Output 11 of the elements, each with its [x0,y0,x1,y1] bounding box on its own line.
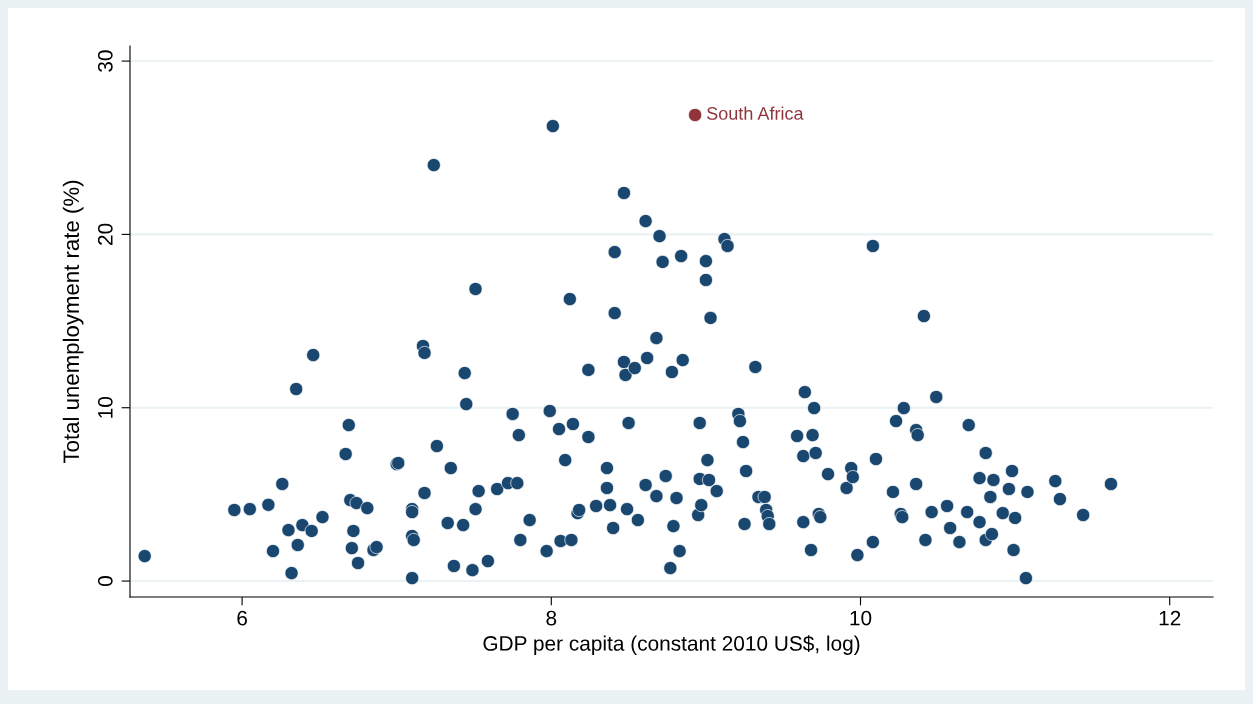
y-tick-label: 0 [97,576,113,587]
y-tick-label: 10 [97,396,113,418]
x-tick-label: 8 [546,610,557,626]
series-label: South Africa [707,106,804,120]
y-axis-title: Total unemployment rate (%) [62,180,84,464]
x-tick-label: 12 [1159,610,1181,626]
y-tick-label: 20 [97,223,113,245]
x-axis-title: GDP per capita (constant 2010 US$, log) [483,635,860,655]
x-tick-label: 10 [850,610,872,626]
y-tick-label: 30 [97,50,113,72]
x-tick-label: 6 [237,610,247,626]
